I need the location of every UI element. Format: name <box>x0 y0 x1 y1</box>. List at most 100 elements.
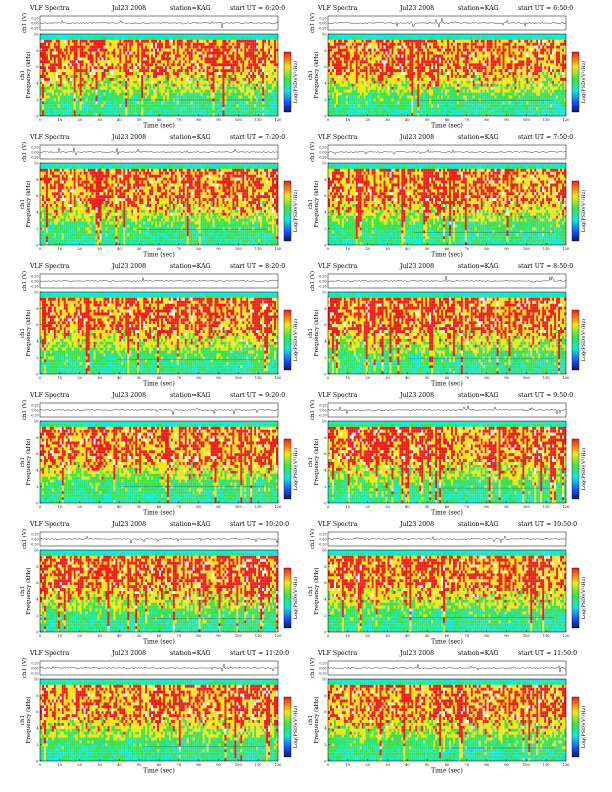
freq-channel-label: ch1 <box>308 199 314 209</box>
freq-tick-label: 0 <box>324 759 327 763</box>
time-tick-label: 30 <box>385 634 390 638</box>
freq-tick-label: 4 <box>36 727 39 731</box>
spectrogram-image <box>328 550 567 633</box>
time-tick-label: 20 <box>365 763 370 767</box>
freq-axis-label: Frequency (kHz) <box>313 181 320 228</box>
colorbar-label: Log(PSD)(V²/Hz) <box>580 706 587 748</box>
panel-station: station=KAG <box>170 520 211 529</box>
time-tick-label: 100 <box>523 634 531 638</box>
panel-header: VLF Spectra Jul23 2008 station=KAG start UT… <box>318 262 588 271</box>
freq-tick-label: 8 <box>324 436 327 440</box>
time-tick-label: 60 <box>445 118 450 122</box>
colorbar <box>571 180 580 242</box>
freq-tick-label: 2 <box>324 485 326 489</box>
time-tick-label: 60 <box>157 505 162 509</box>
time-tick-label: 90 <box>216 247 221 251</box>
freq-tick-label: 0 <box>324 243 327 247</box>
freq-tick-label: 8 <box>36 49 39 53</box>
spectra-panel: VLF Spectra Jul23 2008 station=KAG start UT… <box>308 391 588 517</box>
panel-header: VLF Spectra Jul23 2008 station=KAG start UT… <box>30 649 300 658</box>
spectrogram-image <box>40 34 279 117</box>
time-tick-label: 10 <box>346 634 351 638</box>
freq-tick-label: 0 <box>324 114 327 118</box>
time-tick-label: 0 <box>39 505 42 509</box>
freq-axis-label: Frequency (kHz) <box>313 310 320 357</box>
ch1-tick-label: 0.20 <box>319 403 326 407</box>
time-tick-label: 40 <box>117 118 122 122</box>
colorbar-label: Log(PSD)(V²/Hz) <box>292 448 299 490</box>
time-tick-label: 40 <box>117 505 122 509</box>
ch1-tick-label: -0.20 <box>30 284 38 288</box>
ch1-tick-label: 0.20 <box>319 16 326 20</box>
spectra-panel: VLF Spectra Jul23 2008 station=KAG start UT… <box>308 133 588 259</box>
panel-station: station=KAG <box>458 391 499 400</box>
time-tick-label: 120 <box>563 247 571 251</box>
colorbar <box>571 696 580 758</box>
freq-channel-label: ch1 <box>308 70 314 80</box>
freq-tick-label: 10 <box>322 32 327 36</box>
time-tick-label: 30 <box>97 763 102 767</box>
ch1-tick-label: 0.20 <box>31 274 38 278</box>
time-tick-label: 40 <box>405 376 410 380</box>
ch1-trace-line <box>327 404 567 415</box>
ch1-axis-label: ch1 (V) <box>309 271 316 291</box>
ch1-tick-label: 0.00 <box>319 21 326 25</box>
spectra-panel: VLF Spectra Jul23 2008 station=KAG start UT… <box>308 649 588 775</box>
colorbar-label: Log(PSD)(V²/Hz) <box>292 61 299 103</box>
freq-tick-label: 2 <box>324 743 326 747</box>
panel-date: Jul23 2008 <box>400 649 434 658</box>
ch1-tick-label: -0.20 <box>318 542 326 546</box>
panel-station: station=KAG <box>170 649 211 658</box>
time-tick-label: 40 <box>117 247 122 251</box>
freq-axis-label: Frequency (kHz) <box>313 439 320 486</box>
ch1-trace-box <box>39 402 279 418</box>
freq-tick-label: 8 <box>324 307 327 311</box>
freq-tick-label: 10 <box>322 161 327 165</box>
freq-tick-label: 10 <box>34 548 39 552</box>
ch1-tick-label: -0.20 <box>318 671 326 675</box>
panel-start-ut: start UT = 9:20:0 <box>230 391 285 400</box>
time-tick-label: 120 <box>275 118 283 122</box>
freq-tick-label: 6 <box>324 194 327 198</box>
ch1-axis-label: ch1 (V) <box>309 529 316 549</box>
time-tick-label: 80 <box>196 118 201 122</box>
time-tick-label: 70 <box>465 247 470 251</box>
panel-date: Jul23 2008 <box>400 262 434 271</box>
ch1-axis-label: ch1 (V) <box>21 400 28 420</box>
panel-date: Jul23 2008 <box>112 133 146 142</box>
ch1-tick-label: -0.20 <box>318 26 326 30</box>
freq-tick-label: 8 <box>324 694 327 698</box>
panel-title: VLF Spectra <box>318 262 357 271</box>
freq-channel-label: ch1 <box>20 586 26 596</box>
freq-tick-label: 4 <box>36 82 39 86</box>
freq-tick-label: 0 <box>324 372 327 376</box>
ch1-trace-line <box>39 663 279 672</box>
time-tick-label: 70 <box>465 763 470 767</box>
time-tick-label: 40 <box>405 634 410 638</box>
panel-start-ut: start UT = 7:50:0 <box>518 133 573 142</box>
time-tick-label: 40 <box>117 376 122 380</box>
time-tick-label: 100 <box>523 505 531 509</box>
time-tick-label: 0 <box>327 118 330 122</box>
time-tick-label: 40 <box>405 505 410 509</box>
time-tick-label: 50 <box>137 634 142 638</box>
spectrogram-image <box>328 292 567 375</box>
ch1-tick-label: 0.00 <box>31 150 38 154</box>
freq-tick-label: 8 <box>36 307 39 311</box>
time-tick-label: 70 <box>177 118 182 122</box>
ch1-trace-line <box>39 535 279 544</box>
time-tick-label: 20 <box>365 376 370 380</box>
freq-tick-label: 4 <box>324 469 327 473</box>
panel-date: Jul23 2008 <box>112 520 146 529</box>
ch1-tick-label: 0.20 <box>319 532 326 536</box>
freq-tick-label: 0 <box>36 630 39 634</box>
time-tick-label: 60 <box>157 118 162 122</box>
time-tick-label: 0 <box>39 118 42 122</box>
time-tick-label: 40 <box>405 763 410 767</box>
time-tick-label: 90 <box>504 247 509 251</box>
spectrogram-image <box>328 34 567 117</box>
time-tick-label: 100 <box>235 634 243 638</box>
time-tick-label: 110 <box>255 376 263 380</box>
colorbar <box>283 567 292 629</box>
